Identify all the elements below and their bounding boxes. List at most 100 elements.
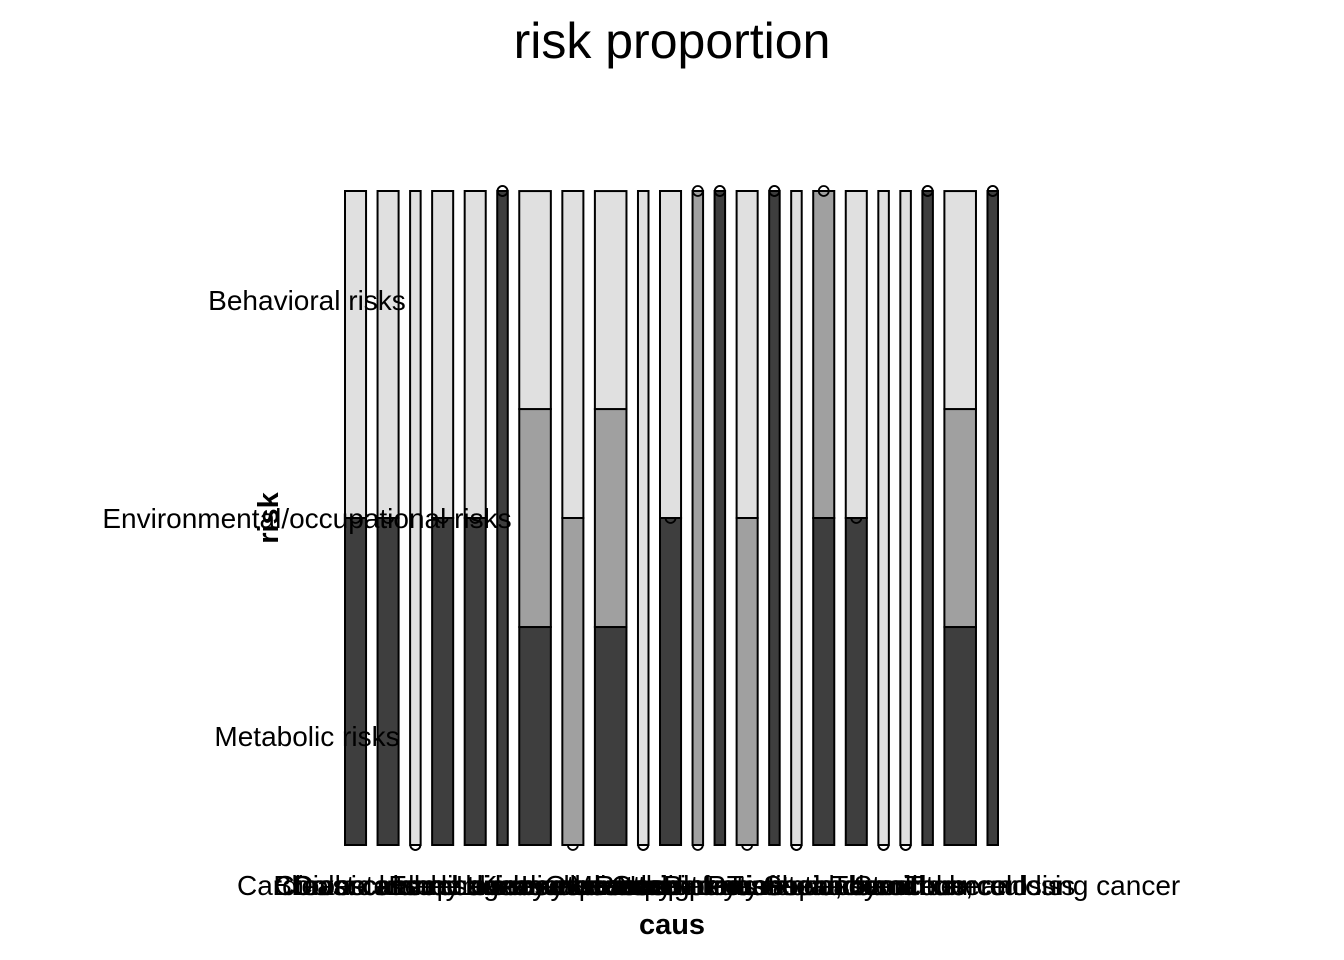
x-category-label: Thyroid cancer (831, 870, 1016, 901)
empty-cell-marker (768, 185, 781, 197)
mosaic-column (463, 190, 487, 846)
segment-metabolic-risks (713, 190, 727, 846)
y-category-labels: Metabolic risks Environmental/occupationa… (102, 285, 511, 752)
segment-behavioral-risks (735, 190, 759, 519)
segment-behavioral-risks (790, 190, 803, 846)
segment-metabolic-risks (659, 517, 683, 846)
mosaic-column (877, 190, 890, 851)
x-category-label: Diabetes and kidney diseases (293, 870, 665, 901)
segment-metabolic-risks (376, 517, 400, 846)
empty-cell-marker (921, 185, 934, 197)
mosaic-column (921, 185, 934, 846)
x-category-label: Stroke (854, 870, 935, 901)
segment-metabolic-risks (921, 190, 934, 846)
mosaic-column (561, 190, 585, 851)
empty-cell-marker (986, 185, 999, 197)
segment-metabolic-risks (986, 190, 999, 846)
segment-environmental-occupational-risks (518, 408, 552, 629)
segment-behavioral-risks (636, 190, 650, 846)
segment-environmental-occupational-risks (735, 517, 759, 846)
x-category-label: Stomach cancer (763, 870, 965, 901)
x-category-label: Respiratory infections and tuberculosis (594, 870, 1075, 901)
chart-title: risk proportion (514, 13, 831, 69)
mosaic-column (344, 190, 368, 846)
segment-behavioral-risks (463, 190, 487, 519)
x-category-label: Tuberculosis (904, 870, 1062, 901)
empty-cell-marker (691, 185, 704, 197)
empty-cell-marker (817, 185, 830, 197)
x-category-label: Esophageal cancer (388, 870, 628, 901)
x-category-label: Mesothelioma (570, 870, 745, 901)
x-category-label: Pancreatic cancer (663, 870, 887, 901)
segment-behavioral-risks (943, 190, 977, 411)
x-category-label: Liver cancer (521, 870, 674, 901)
segment-behavioral-risks (844, 190, 868, 519)
segment-metabolic-risks (496, 190, 509, 846)
segment-behavioral-risks (431, 190, 455, 519)
segment-environmental-occupational-risks (593, 408, 628, 629)
segment-metabolic-risks (344, 517, 368, 846)
segment-environmental-occupational-risks (561, 517, 585, 846)
mosaic-column (691, 185, 705, 851)
segment-metabolic-risks (943, 626, 977, 847)
segment-behavioral-risks (561, 190, 585, 519)
x-category-label: Breast cancer (273, 870, 446, 901)
mosaic-column (812, 185, 836, 846)
segment-metabolic-risks (768, 190, 781, 846)
segment-metabolic-risks (812, 517, 836, 846)
mosaic-column (593, 190, 628, 847)
x-axis-title: caus (639, 909, 705, 941)
mosaic-column (636, 190, 650, 851)
x-category-label: Other pharynx cancer (611, 870, 880, 901)
y-category-label: Environmental/occupational risks (102, 503, 511, 534)
mosaic-column (943, 190, 977, 847)
mosaic-column (713, 185, 727, 846)
segment-metabolic-risks (518, 626, 552, 847)
segment-metabolic-risks (431, 517, 455, 846)
segment-behavioral-risks (344, 190, 368, 519)
mosaic-column (899, 190, 912, 851)
mosaic-column (844, 190, 868, 846)
mosaic-column (768, 185, 781, 846)
segment-environmental-occupational-risks (943, 408, 977, 629)
mosaic-columns (344, 185, 999, 851)
segment-metabolic-risks (463, 517, 487, 846)
segment-behavioral-risks (899, 190, 912, 846)
mosaic-column (496, 185, 509, 846)
x-category-label: Tracheal, bronchus, and lung cancer (727, 870, 1180, 901)
segment-behavioral-risks (593, 190, 628, 411)
x-category-label: Neoplasms (616, 870, 756, 901)
x-category-label: Cardiovascular diseases (237, 870, 542, 901)
x-category-label: Colon and rectum cancer (292, 870, 605, 901)
segment-environmental-occupational-risks (812, 190, 836, 519)
x-category-label: Kidney cancer (479, 870, 656, 901)
y-axis-title: risk (253, 491, 285, 543)
segment-behavioral-risks (518, 190, 552, 411)
mosaic-column (790, 190, 803, 851)
segment-metabolic-risks (844, 517, 868, 846)
empty-cell-marker (496, 185, 509, 197)
mosaic-column (376, 190, 400, 846)
empty-cell-marker (713, 185, 726, 197)
segment-behavioral-risks (409, 190, 422, 846)
x-category-label: Chronic kidney disease (274, 870, 564, 901)
x-category-label: Other malignant neoplasms (545, 870, 887, 901)
x-category-label: Prostate cancer (707, 870, 903, 901)
segment-behavioral-risks (877, 190, 890, 846)
segment-behavioral-risks (376, 190, 400, 519)
y-category-label: Metabolic risks (214, 721, 399, 752)
mosaic-column (518, 190, 552, 847)
x-category-label: Ischemic heart disease (395, 870, 681, 901)
mosaic-column (986, 185, 999, 846)
segment-metabolic-risks (593, 626, 628, 847)
segment-environmental-occupational-risks (691, 190, 705, 846)
mosaic-column (409, 190, 422, 851)
y-category-label: Behavioral risks (208, 285, 406, 316)
mosaic-column (431, 190, 455, 846)
x-category-label: Lower respiratory infections (456, 870, 798, 901)
mosaic-column (735, 190, 759, 851)
segment-behavioral-risks (659, 190, 683, 519)
mosaic-column (659, 190, 683, 846)
